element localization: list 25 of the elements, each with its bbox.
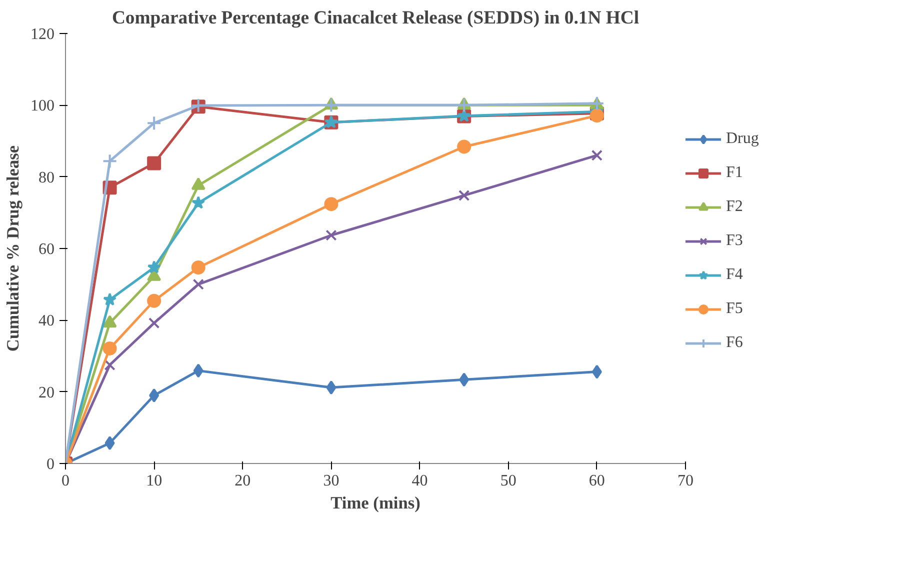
legend-label: F2	[726, 198, 744, 216]
x-tick-label: 10	[146, 472, 162, 490]
legend-label: Drug	[726, 130, 759, 148]
x-tick-label: 0	[62, 472, 70, 490]
x-tick-label: 70	[678, 472, 694, 490]
x-axis-title: Time (mins)	[330, 494, 421, 512]
y-axis-title: Cumulative % Drug release	[4, 145, 22, 352]
y-tick-label: 40	[38, 312, 54, 330]
y-tick-label: 20	[38, 384, 54, 402]
chart-title: Comparative Percentage Cinacalcet Release (SEDDS) in 0.1N HCl	[112, 8, 640, 28]
x-tick-label: 60	[588, 472, 605, 490]
legend-label: F6	[726, 334, 744, 352]
legend-label: F3	[726, 232, 744, 250]
y-tick-label: 80	[38, 169, 54, 186]
y-tick-label: 120	[30, 26, 54, 43]
y-tick-label: 0	[46, 456, 54, 473]
x-tick-label: 40	[412, 472, 428, 490]
x-tick-label: 50	[500, 472, 516, 490]
y-tick-label: 60	[38, 241, 54, 258]
y-tick-label: 100	[30, 98, 54, 115]
legend-label: F5	[726, 300, 744, 318]
legend-label: F4	[726, 266, 744, 284]
x-tick-label: 30	[323, 472, 340, 490]
legend-label: F1	[726, 164, 744, 182]
x-tick-label: 20	[234, 472, 251, 490]
